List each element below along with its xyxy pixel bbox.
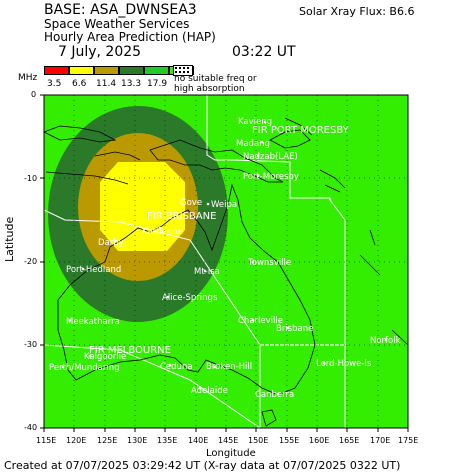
- label-kavieng: Kavieng: [238, 117, 272, 127]
- label-nadzab: Nadzab(LAE): [243, 152, 298, 162]
- no-freq-text-1: no suitable freq or: [174, 74, 257, 84]
- legend-value-3: 11.4: [96, 79, 117, 89]
- graticule: [44, 95, 408, 428]
- label-adelaide: Adelaide: [191, 386, 228, 396]
- lon-tick-175: 175E: [398, 436, 419, 445]
- coastlines: [43, 117, 409, 427]
- label-katherine: Katherine: [142, 227, 183, 237]
- label-fir-melbourne: FIR MELBOURNE: [89, 345, 171, 356]
- label-fir-port-moresby: FIR PORT MORESBY: [252, 125, 350, 136]
- lon-tick-130: 130E: [127, 436, 148, 445]
- label-gove: Gove: [180, 198, 202, 208]
- legend-value-1: 3.5: [47, 79, 62, 89]
- lon-tick-165: 165E: [339, 436, 360, 445]
- legend-unit: MHz: [18, 73, 38, 83]
- lon-tick-135: 135E: [157, 436, 178, 445]
- lon-tick-125: 125E: [97, 436, 118, 445]
- no-freq-text-2: high absorption: [174, 84, 245, 94]
- lon-tick-160: 160E: [309, 436, 330, 445]
- label-ceduna: Ceduna: [160, 362, 193, 372]
- label-darby: Darby: [98, 238, 124, 248]
- base-label: BASE: ASA_DWNSEA3: [44, 2, 197, 18]
- legend-value-2: 6.6: [72, 79, 87, 89]
- lon-tick-140: 140E: [188, 436, 209, 445]
- legend-swatch-green: [144, 66, 169, 75]
- lon-tick-145: 145E: [218, 436, 239, 445]
- label-port-hedland: Port-Hedland: [66, 265, 121, 275]
- zone-yellow: [100, 162, 185, 251]
- lon-tick-155: 155E: [279, 436, 300, 445]
- label-townsville: Townsville: [247, 258, 291, 268]
- label-fir-brisbane: FIR BRISBANE: [147, 211, 216, 222]
- label-alice-springs: Alice-Springs: [162, 293, 218, 303]
- legend-swatch-olive: [94, 66, 119, 75]
- lon-tick-115: 115E: [36, 436, 57, 445]
- label-port-moresby: Port-Moresby: [243, 172, 299, 182]
- label-brisbane: Brisbane: [276, 324, 313, 334]
- lat-tick-10: -10: [24, 174, 38, 183]
- legend-no-freq-swatch: [173, 65, 193, 76]
- lon-tick-150: 150E: [248, 436, 269, 445]
- service-name: Space Weather Services: [44, 17, 190, 31]
- hatch-icon: [175, 67, 189, 73]
- label-madang: Madang: [236, 139, 270, 149]
- label-kalgoorlie: Kalgoorlie: [84, 352, 126, 362]
- lat-tick-20: -20: [24, 257, 38, 266]
- label-mt-isa: Mt-Isa: [194, 267, 220, 277]
- label-weipa: Weipa: [211, 200, 237, 210]
- label-broken-hill: Broken-Hill: [206, 362, 252, 372]
- label-norfolk: Norfolk: [370, 336, 401, 346]
- product-name: Hourly Area Prediction (HAP): [44, 30, 216, 44]
- place-labels: FIR PORT MORESBY Kavieng Madang Nadzab(L…: [49, 117, 401, 400]
- legend-value-4: 13.3: [121, 79, 142, 89]
- place-markers: [61, 120, 388, 396]
- label-lord-howe: Lord-Howe-Is: [316, 359, 372, 369]
- x-axis-label: Longitude: [206, 448, 256, 459]
- lon-tick-120: 120E: [66, 436, 87, 445]
- solar-xray-flux: Solar Xray Flux: B6.6: [299, 5, 415, 18]
- lat-tick-40: -40: [24, 423, 38, 432]
- lon-tick-170: 170E: [370, 436, 391, 445]
- legend-swatch-yellow: [69, 66, 94, 75]
- created-timestamp: Created at 07/07/2025 03:29:42 UT (X-ray…: [4, 459, 401, 472]
- prediction-date: 7 July, 2025: [58, 44, 142, 60]
- legend-swatch-red: [44, 66, 69, 75]
- lat-tick-0: 0: [31, 90, 37, 99]
- label-charleville: Charleville: [238, 316, 283, 326]
- lat-tick-30: -30: [24, 340, 38, 349]
- label-meekatharra: Meekatharra: [66, 317, 120, 327]
- legend-swatch-darkgreen: [119, 66, 144, 75]
- label-canberra: Canberra: [255, 390, 294, 400]
- prediction-time: 03:22 UT: [232, 44, 296, 60]
- legend-value-5: 17.9: [147, 79, 168, 89]
- label-perth: Perth/Mundaring: [49, 363, 119, 373]
- axis-ticks: [40, 94, 409, 432]
